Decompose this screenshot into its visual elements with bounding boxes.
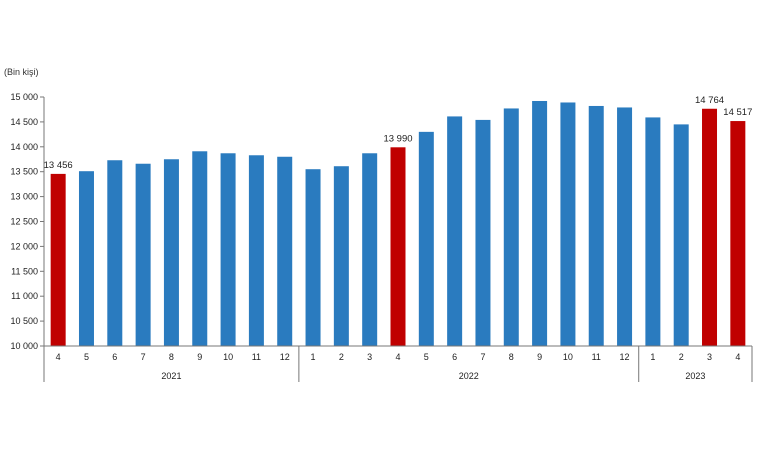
bar [50, 173, 66, 346]
y-tick-label: 14 000 [10, 142, 38, 152]
x-tick-label: 3 [707, 352, 712, 362]
data-label: 14 764 [695, 95, 724, 106]
bar [418, 131, 434, 346]
bar [135, 163, 151, 346]
x-tick-label: 10 [563, 352, 573, 362]
bar [362, 153, 378, 346]
x-tick-label: 4 [395, 352, 400, 362]
x-tick-label: 11 [252, 352, 261, 362]
bar [645, 117, 661, 346]
x-tick-label: 12 [620, 352, 630, 362]
x-tick-label: 6 [112, 352, 117, 362]
y-tick-label: 10 000 [10, 341, 38, 351]
y-tick-label: 13 000 [10, 192, 38, 202]
y-tick-label: 12 500 [10, 217, 38, 227]
unit-label: (Bin kişi) [4, 67, 39, 77]
x-tick-label: 6 [452, 352, 457, 362]
x-tick-label: 1 [650, 352, 655, 362]
y-tick-label: 10 500 [10, 316, 38, 326]
x-tick-label: 12 [280, 352, 290, 362]
group-label: 2021 [161, 371, 181, 381]
bars [50, 100, 746, 347]
y-tick-label: 14 500 [10, 117, 38, 127]
bar [702, 108, 718, 346]
bar [617, 107, 633, 346]
y-tick-label: 11 000 [11, 291, 38, 301]
x-tick-label: 5 [424, 352, 429, 362]
bar [305, 169, 321, 346]
x-tick-label: 7 [141, 352, 146, 362]
bar [277, 156, 293, 346]
x-tick-label: 3 [367, 352, 372, 362]
data-label: 13 990 [383, 133, 412, 144]
data-label: 13 456 [44, 160, 73, 171]
x-tick-label: 4 [56, 352, 61, 362]
bar [503, 108, 519, 346]
group-label: 2023 [685, 371, 705, 381]
bar [333, 166, 349, 346]
x-tick-label: 2 [339, 352, 344, 362]
group-label: 2022 [459, 371, 479, 381]
x-tick-label: 9 [537, 352, 542, 362]
bar [560, 102, 576, 346]
bar [447, 116, 463, 346]
y-tick-label: 12 000 [10, 241, 38, 251]
y-tick-label: 15 000 [10, 92, 38, 102]
x-tick-label: 10 [223, 352, 233, 362]
bar [390, 147, 406, 346]
bar [248, 155, 264, 346]
bar [673, 124, 689, 346]
bar [730, 121, 746, 346]
x-tick-label: 11 [592, 352, 601, 362]
x-tick-label: 5 [84, 352, 89, 362]
bar [192, 151, 208, 346]
bar [163, 159, 179, 346]
bar [588, 105, 604, 347]
bar [107, 160, 123, 346]
bar [532, 100, 548, 346]
y-tick-label: 11 500 [11, 266, 38, 276]
bar [78, 171, 94, 346]
x-tick-label: 7 [480, 352, 485, 362]
x-tick-label: 2 [679, 352, 684, 362]
x-tick-label: 8 [169, 352, 174, 362]
data-label: 14 517 [723, 107, 752, 118]
y-axis: 10 000 10 500 11 000 11 500 12 000 12 500 13 0… [10, 92, 45, 351]
x-tick-label: 9 [197, 352, 202, 362]
x-tick-label: 4 [735, 352, 740, 362]
bar [475, 119, 491, 347]
x-tick-label: 1 [311, 352, 316, 362]
x-tick-label: 8 [509, 352, 514, 362]
y-tick-label: 13 500 [10, 167, 38, 177]
bar [220, 153, 236, 346]
